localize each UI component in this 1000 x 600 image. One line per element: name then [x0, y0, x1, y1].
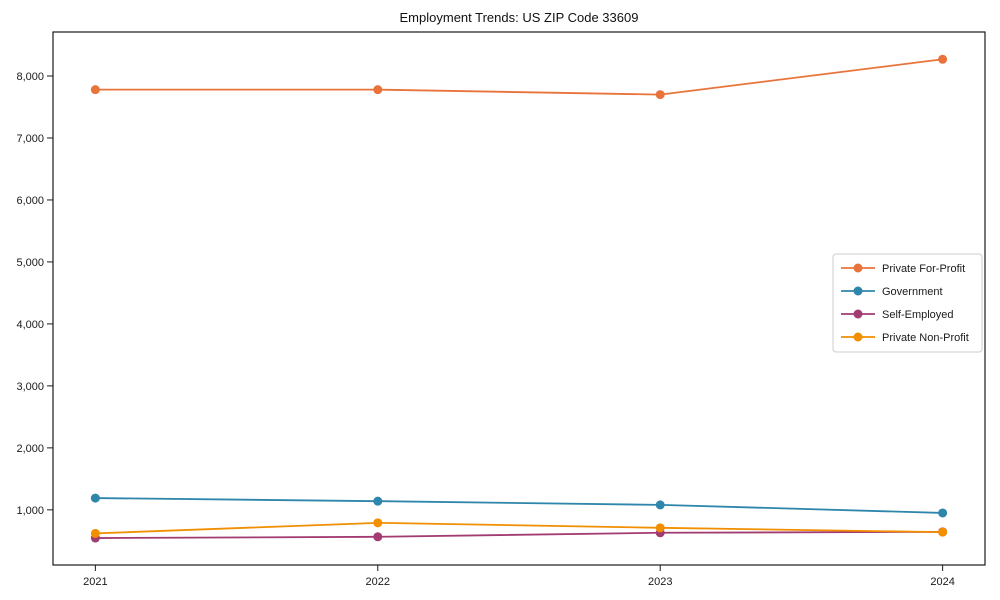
y-tick-label: 6,000: [16, 195, 44, 207]
legend-marker-government: [853, 286, 863, 296]
series-line-government: [95, 497, 943, 514]
legend-marker-private-for-profit: [853, 263, 863, 273]
y-tick-label: 1,000: [16, 505, 44, 517]
x-tick-label: 2024: [930, 576, 954, 588]
legend-marker-self-employed: [853, 309, 863, 319]
y-tick-label: 5,000: [16, 257, 44, 269]
legend-box: [832, 253, 983, 353]
data-point-private-for-profit: [938, 54, 948, 64]
plot-frame: [52, 31, 986, 566]
legend: Private For-Profit Government Self-Employe…: [832, 253, 983, 353]
legend-label-private-non-profit: Private Non-Profit: [882, 332, 969, 344]
data-point-private-non-profit: [655, 523, 665, 533]
y-tick-label: 8,000: [16, 71, 44, 83]
data-point-government: [373, 496, 383, 506]
data-point-government: [938, 508, 948, 518]
data-point-government: [655, 500, 665, 510]
x-tick-label: 2021: [83, 576, 107, 588]
series-line-private-non-profit: [95, 521, 943, 535]
data-point-private-for-profit: [655, 90, 665, 100]
y-tick-label: 3,000: [16, 381, 44, 393]
data-point-private-for-profit: [90, 85, 100, 95]
data-point-private-non-profit: [373, 518, 383, 528]
legend-label-government: Government: [882, 286, 943, 298]
y-tick-label: 7,000: [16, 133, 44, 145]
legend-marker-private-non-profit: [853, 332, 863, 342]
chart-title: Employment Trends: US ZIP Code 33609: [400, 10, 639, 25]
x-tick-label: 2022: [366, 576, 390, 588]
data-point-self-employed: [373, 532, 383, 542]
y-tick-label: 2,000: [16, 443, 44, 455]
legend-label-self-employed: Self-Employed: [882, 309, 954, 321]
plot-area: 1,000 2,000 3,000 4,000 5,000 6,000 7,000 8,000…: [16, 31, 986, 588]
data-point-private-non-profit: [90, 528, 100, 538]
data-point-government: [90, 493, 100, 503]
series-line-self-employed: [95, 530, 943, 539]
series-line-private-for-profit: [95, 58, 943, 96]
data-point-private-non-profit: [938, 527, 948, 537]
data-point-private-for-profit: [373, 85, 383, 95]
legend-label-private-for-profit: Private For-Profit: [882, 263, 965, 275]
y-tick-label: 4,000: [16, 319, 44, 331]
x-tick-label: 2023: [648, 576, 672, 588]
